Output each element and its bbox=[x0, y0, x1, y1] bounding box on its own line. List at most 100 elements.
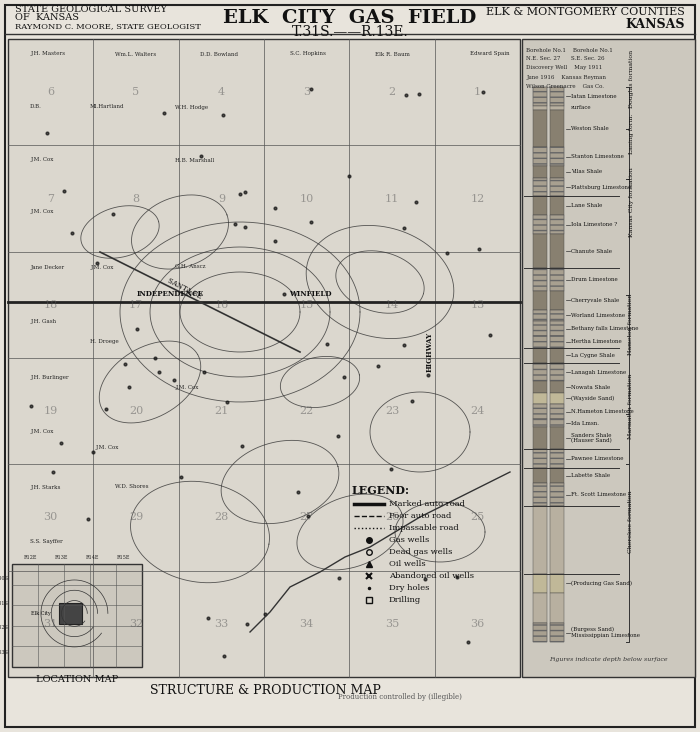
Text: Bethany falls Limestone: Bethany falls Limestone bbox=[571, 326, 638, 331]
Text: Kansas City formation: Kansas City formation bbox=[629, 167, 634, 237]
Bar bbox=[533, 87, 547, 106]
Bar bbox=[550, 110, 564, 147]
Bar bbox=[550, 178, 564, 196]
Text: 33: 33 bbox=[214, 619, 228, 629]
Bar bbox=[550, 623, 564, 642]
Text: Chanute Shale: Chanute Shale bbox=[571, 249, 612, 254]
Text: 21: 21 bbox=[214, 406, 228, 417]
Bar bbox=[533, 268, 547, 291]
Text: 32: 32 bbox=[129, 619, 143, 629]
Text: Labette Shale: Labette Shale bbox=[571, 474, 610, 479]
Text: Cherryvale Shale: Cherryvale Shale bbox=[571, 298, 620, 303]
Text: T30S: T30S bbox=[0, 576, 9, 581]
Text: 7: 7 bbox=[47, 193, 54, 203]
Text: Wm.L. Walters: Wm.L. Walters bbox=[115, 51, 156, 56]
Bar bbox=[533, 336, 547, 348]
Text: Poor auto road: Poor auto road bbox=[389, 512, 452, 520]
Text: Plattsburg Limestone: Plattsburg Limestone bbox=[571, 184, 631, 190]
Text: 22: 22 bbox=[300, 406, 314, 417]
Bar bbox=[533, 419, 547, 427]
Bar bbox=[533, 147, 547, 166]
Text: 13: 13 bbox=[470, 300, 484, 310]
Text: Lane Shale: Lane Shale bbox=[571, 203, 603, 209]
Text: 4: 4 bbox=[218, 87, 225, 97]
Bar bbox=[550, 506, 564, 574]
Text: 8: 8 bbox=[132, 193, 139, 203]
Bar bbox=[522, 39, 695, 677]
Text: (Producing Gas Sand): (Producing Gas Sand) bbox=[571, 581, 632, 586]
Text: G.H. Anscz: G.H. Anscz bbox=[175, 264, 206, 269]
Bar bbox=[59, 603, 82, 624]
Bar bbox=[550, 321, 564, 336]
Text: H. Droege: H. Droege bbox=[90, 340, 119, 345]
Text: 25: 25 bbox=[470, 512, 484, 523]
Text: Douglas formation: Douglas formation bbox=[629, 50, 634, 108]
Bar bbox=[533, 449, 547, 468]
Bar bbox=[550, 623, 564, 642]
Text: Jane Decker: Jane Decker bbox=[30, 264, 64, 269]
Bar bbox=[533, 404, 547, 419]
Bar bbox=[533, 348, 547, 362]
Text: Gas wells: Gas wells bbox=[389, 536, 429, 544]
Bar bbox=[550, 234, 564, 268]
Text: Oil wells: Oil wells bbox=[389, 560, 426, 568]
Text: Sanders Shale
(Hauser Sand): Sanders Shale (Hauser Sand) bbox=[571, 433, 612, 444]
Text: Worland Limestone: Worland Limestone bbox=[571, 313, 625, 318]
Text: 19: 19 bbox=[43, 406, 58, 417]
Text: J.H. Burlinger: J.H. Burlinger bbox=[30, 375, 69, 379]
Bar bbox=[533, 178, 547, 196]
Text: Wilson Greenacre    Gas Co.: Wilson Greenacre Gas Co. bbox=[526, 83, 604, 89]
Text: 6: 6 bbox=[47, 87, 54, 97]
Bar bbox=[550, 404, 564, 419]
Bar bbox=[533, 110, 547, 147]
Text: Stanton Limestone: Stanton Limestone bbox=[571, 154, 624, 160]
Bar bbox=[533, 196, 547, 215]
Bar bbox=[533, 310, 547, 321]
Bar bbox=[533, 483, 547, 506]
Text: 3: 3 bbox=[303, 87, 310, 97]
Bar bbox=[550, 310, 564, 321]
Text: Dry holes: Dry holes bbox=[389, 584, 429, 592]
Bar bbox=[550, 147, 564, 166]
Text: 11: 11 bbox=[385, 193, 399, 203]
Text: STATE GEOLOGICAL SURVEY: STATE GEOLOGICAL SURVEY bbox=[15, 6, 167, 15]
Text: T31S: T31S bbox=[0, 601, 9, 606]
Text: R14E: R14E bbox=[85, 555, 99, 560]
Bar bbox=[533, 468, 547, 483]
Text: Lanagah Limestone: Lanagah Limestone bbox=[571, 370, 626, 375]
Bar bbox=[550, 348, 564, 362]
Text: La Cygne Shale: La Cygne Shale bbox=[571, 353, 615, 357]
Text: Pawnee Limestone: Pawnee Limestone bbox=[571, 456, 624, 461]
Bar bbox=[533, 178, 547, 196]
Bar bbox=[550, 419, 564, 427]
Text: T.31S.——R.13E.: T.31S.——R.13E. bbox=[292, 25, 408, 39]
Text: Iatan Limestone: Iatan Limestone bbox=[571, 94, 617, 99]
Text: Production controlled by (illegible): Production controlled by (illegible) bbox=[338, 693, 462, 701]
Text: 29: 29 bbox=[129, 512, 143, 523]
Text: 26: 26 bbox=[385, 512, 399, 523]
Bar bbox=[533, 166, 547, 178]
Bar bbox=[550, 336, 564, 348]
Text: STRUCTURE & PRODUCTION MAP: STRUCTURE & PRODUCTION MAP bbox=[150, 684, 380, 697]
Text: T33S: T33S bbox=[0, 650, 9, 655]
Text: T32S: T32S bbox=[0, 625, 9, 630]
Bar bbox=[533, 215, 547, 234]
Text: OF  KANSAS: OF KANSAS bbox=[15, 13, 79, 23]
Bar bbox=[550, 404, 564, 419]
Text: Hertha Limestone: Hertha Limestone bbox=[571, 340, 622, 344]
Text: 23: 23 bbox=[385, 406, 399, 417]
Text: Abandoned oil wells: Abandoned oil wells bbox=[389, 572, 474, 580]
Bar bbox=[533, 268, 547, 291]
Bar bbox=[533, 593, 547, 623]
Text: Nowata Shale: Nowata Shale bbox=[571, 384, 610, 389]
Text: ELK  CITY  GAS  FIELD: ELK CITY GAS FIELD bbox=[223, 9, 477, 27]
Bar bbox=[533, 147, 547, 166]
Bar bbox=[533, 449, 547, 468]
Bar bbox=[533, 381, 547, 393]
Text: J.M. Cox: J.M. Cox bbox=[175, 384, 198, 389]
Text: R12E: R12E bbox=[24, 555, 37, 560]
Text: 5: 5 bbox=[132, 87, 139, 97]
Bar bbox=[550, 321, 564, 336]
Text: J.M. Cox: J.M. Cox bbox=[30, 157, 53, 163]
Text: 30: 30 bbox=[43, 512, 58, 523]
